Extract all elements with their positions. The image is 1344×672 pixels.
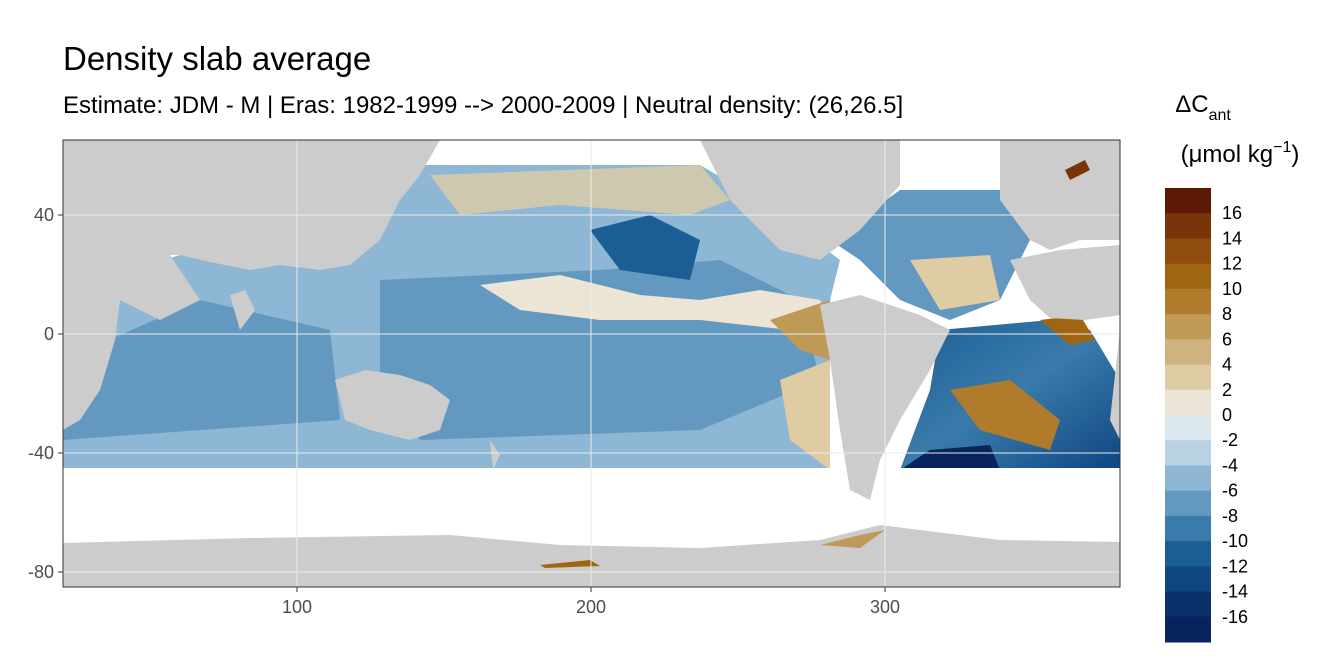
arabia-africa-north: [63, 255, 200, 320]
legend-break-label: 8: [1222, 304, 1232, 324]
legend-swatch: [1165, 616, 1211, 643]
x-tick-label: 200: [576, 597, 606, 617]
legend-break-label: -2: [1222, 430, 1238, 450]
legend-swatch: [1165, 288, 1211, 315]
legend-colorbar: [1165, 188, 1211, 643]
equatorial-pale-band: [480, 275, 840, 340]
legend-break-label: 2: [1222, 380, 1232, 400]
north-pacific-tan-band: [430, 165, 730, 215]
x-tick-label: 100: [282, 597, 312, 617]
legend-swatch: [1165, 515, 1211, 542]
east-africa-coast: [63, 300, 120, 430]
north-pacific-blue-core: [590, 215, 700, 280]
plot-subtitle: Estimate: JDM - M | Eras: 1982-1999 --> …: [63, 92, 904, 119]
legend-swatch: [1165, 238, 1211, 265]
south-atlantic-brown-gyre: [950, 380, 1060, 450]
legend-break-label: -16: [1222, 607, 1248, 627]
legend-swatch: [1165, 364, 1211, 391]
legend-swatch: [1165, 263, 1211, 290]
legend-swatch: [1165, 566, 1211, 593]
legend-break-label: -14: [1222, 582, 1248, 602]
australia: [335, 370, 450, 440]
eurasia-landmass: [63, 140, 440, 270]
west-africa: [1010, 245, 1120, 320]
europe: [1000, 140, 1120, 250]
legend-break-label: 6: [1222, 329, 1232, 349]
y-tick-label: -40: [28, 443, 54, 463]
map-layers: [63, 140, 1120, 587]
legend-swatch: [1165, 415, 1211, 441]
legend: ΔCant (μmol kg−1) 16 14 12 10 8 6 4 2 0 -2 -4 -6 -8 -…: [1165, 91, 1299, 643]
x-tick-label: 300: [870, 597, 900, 617]
legend-break-label: 0: [1222, 405, 1232, 425]
new-zealand: [490, 440, 500, 470]
legend-unit: (μmol kg−1): [1181, 139, 1300, 168]
legend-break-label: -10: [1222, 531, 1248, 551]
legend-swatch: [1165, 591, 1211, 618]
gridlines: [63, 140, 1120, 587]
legend-swatch: [1165, 490, 1211, 517]
south-atlantic-deep-blue: [900, 445, 1000, 470]
legend-swatch: [1165, 339, 1211, 366]
weddell-brown: [820, 530, 885, 548]
south-east-pacific-tan: [780, 360, 830, 470]
legend-swatch: [1165, 213, 1211, 239]
legend-break-label: 12: [1222, 254, 1242, 274]
southern-africa-edge: [1110, 330, 1120, 440]
legend-labels: 16 14 12 10 8 6 4 2 0 -2 -4 -6 -8 -10 -12 -14 -16: [1222, 203, 1248, 627]
ross-sea-brown: [540, 560, 600, 568]
legend-break-label: 14: [1222, 228, 1242, 248]
legend-swatch: [1165, 389, 1211, 416]
legend-break-label: 16: [1222, 203, 1242, 223]
y-tick-label: 40: [34, 205, 54, 225]
legend-swatch: [1165, 188, 1211, 214]
legend-break-label: 4: [1222, 355, 1232, 375]
west-africa-brown: [1040, 315, 1095, 345]
north-america: [700, 140, 900, 260]
y-tick-label: 0: [44, 324, 54, 344]
legend-swatch: [1165, 465, 1211, 492]
plot-title: Density slab average: [63, 40, 372, 77]
legend-break-label: -6: [1222, 481, 1238, 501]
nordic-seas-brown: [1065, 160, 1090, 180]
indian-ocean-field: [63, 300, 340, 440]
india-peninsula: [230, 290, 255, 330]
y-tick-label: -80: [28, 562, 54, 582]
legend-swatch: [1165, 541, 1211, 567]
ocean-data-layer: [63, 165, 1120, 470]
legend-swatch: [1165, 440, 1211, 466]
east-pacific-brown: [770, 300, 830, 360]
legend-break-label: 10: [1222, 279, 1242, 299]
legend-break-label: -4: [1222, 455, 1238, 475]
legend-break-label: -8: [1222, 506, 1238, 526]
legend-swatch: [1165, 314, 1211, 340]
north-atlantic-tan-gyre: [910, 255, 1000, 310]
legend-break-label: -12: [1222, 556, 1248, 576]
legend-title: ΔCant: [1175, 91, 1231, 124]
